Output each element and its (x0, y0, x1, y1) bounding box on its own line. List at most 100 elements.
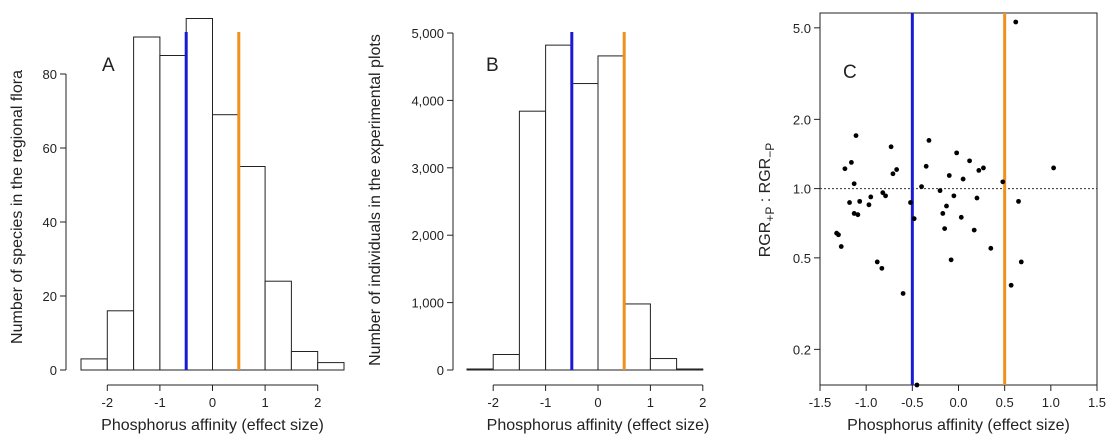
panel-a-histogram: 0 20 40 60 80 -2 -1 0 1 2 A Phosphorus affinity (ef… (9, 18, 345, 434)
y-tick-label: 1,000 (411, 296, 444, 311)
data-point (890, 171, 896, 177)
y-tick-label: 80 (43, 67, 57, 82)
x-tick-label: -2 (102, 395, 114, 410)
panel-b-histogram: 0 1,000 2,000 3,000 4,000 5,000 -2 -1 0 1 2 B Phosph… (367, 26, 709, 434)
data-point (926, 138, 932, 143)
data-point (944, 203, 949, 209)
x-tick-label: -1.0 (855, 395, 877, 410)
data-point (951, 193, 957, 199)
data-point (851, 181, 857, 187)
y-tick-label: 5,000 (411, 26, 444, 41)
y-axis-title-main: RGR (757, 222, 774, 258)
y-tick-label: 1.0 (793, 182, 811, 197)
histogram-bar (185, 18, 213, 371)
y-tick-label: 20 (43, 289, 57, 304)
y-tick-label: 0 (437, 363, 444, 378)
data-point (851, 211, 857, 216)
x-axis-title: Phosphorus affinity (effect size) (101, 417, 324, 434)
y-axis-title: Number of individuals in the experimenta… (367, 34, 384, 366)
data-point (866, 202, 872, 208)
plot-frame (819, 12, 1098, 386)
x-tick-label: -1 (540, 395, 552, 410)
data-point (967, 158, 972, 164)
x-tick-label: -2 (487, 395, 499, 410)
data-point (888, 144, 894, 150)
y-axis-title-subscript: −P (763, 143, 777, 158)
data-point (942, 226, 948, 232)
data-point (911, 216, 917, 222)
data-point (900, 291, 906, 296)
histogram-bar (159, 55, 187, 371)
data-point (857, 198, 863, 204)
x-tick-label: 0.5 (996, 395, 1014, 410)
histogram-bar (133, 36, 161, 371)
histogram-bar (106, 310, 135, 371)
data-point (971, 227, 977, 233)
histogram-bar (80, 358, 108, 371)
data-point (848, 159, 854, 165)
data-point (974, 195, 980, 201)
y-tick-label: 2.0 (793, 112, 811, 127)
data-point (847, 200, 852, 205)
data-point (988, 245, 994, 251)
data-point (958, 214, 964, 220)
data-point (981, 165, 986, 171)
x-tick-label: 1.5 (1088, 395, 1106, 410)
y-tick-label: 5.0 (793, 21, 811, 36)
data-point (908, 200, 913, 205)
data-point (842, 166, 848, 172)
histogram-bar (571, 83, 599, 371)
panel-c-scatter: 0.2 0.5 1.0 2.0 5.0 -1.5 -1.0 -0.5 0.0 0.5 1.0 1.5 C… (757, 12, 1106, 434)
histogram-bar (290, 351, 319, 371)
panel-label: B (486, 55, 499, 76)
x-tick-label: 0.0 (949, 395, 967, 410)
y-axis-title-main: RGR (757, 158, 774, 194)
histogram-bar (649, 358, 678, 371)
histogram-bar (212, 114, 240, 371)
x-axis-title: Phosphorus affinity (effect size) (487, 417, 710, 434)
y-axis-title-separator: : (757, 193, 774, 206)
histogram-bar (238, 166, 266, 371)
histogram-bar (518, 110, 547, 371)
data-point (1016, 198, 1021, 204)
y-tick-label: 0.5 (793, 251, 811, 266)
data-point (923, 163, 929, 169)
histogram-bar (545, 44, 573, 371)
y-tick-label: 3,000 (411, 161, 444, 176)
y-axis-title-subscript: +P (763, 207, 777, 222)
data-point (855, 212, 861, 218)
x-tick-label: 1 (261, 395, 268, 410)
data-point (1051, 165, 1057, 171)
data-point (1013, 19, 1019, 25)
data-point (838, 244, 844, 249)
data-point (954, 150, 960, 156)
data-point (940, 211, 946, 216)
panel-label: C (843, 62, 857, 83)
y-tick-label: 40 (43, 215, 57, 230)
data-point (960, 176, 966, 182)
data-point (1018, 259, 1024, 265)
histogram-bar (597, 55, 625, 371)
x-tick-label: 1 (647, 395, 654, 410)
data-point (937, 188, 943, 194)
y-tick-label: 0.2 (793, 342, 811, 357)
x-tick-label: 1.0 (1042, 395, 1060, 410)
histogram-bar (466, 368, 494, 371)
data-point (868, 194, 874, 200)
histogram-bar (264, 280, 292, 371)
data-point (894, 167, 900, 172)
y-tick-label: 2,000 (411, 228, 444, 243)
data-point (914, 382, 920, 388)
histogram-bar (492, 353, 520, 371)
data-point (948, 257, 954, 263)
histogram-bar (317, 362, 345, 371)
x-tick-label: 0 (209, 395, 216, 410)
histogram-bar (676, 368, 704, 371)
y-tick-label: 60 (43, 141, 57, 156)
x-tick-label: 2 (699, 395, 706, 410)
histogram-bar (623, 303, 651, 371)
data-point (879, 265, 885, 271)
x-tick-label: -0.5 (901, 395, 923, 410)
y-tick-label: 0 (50, 363, 57, 378)
data-point (919, 184, 924, 190)
